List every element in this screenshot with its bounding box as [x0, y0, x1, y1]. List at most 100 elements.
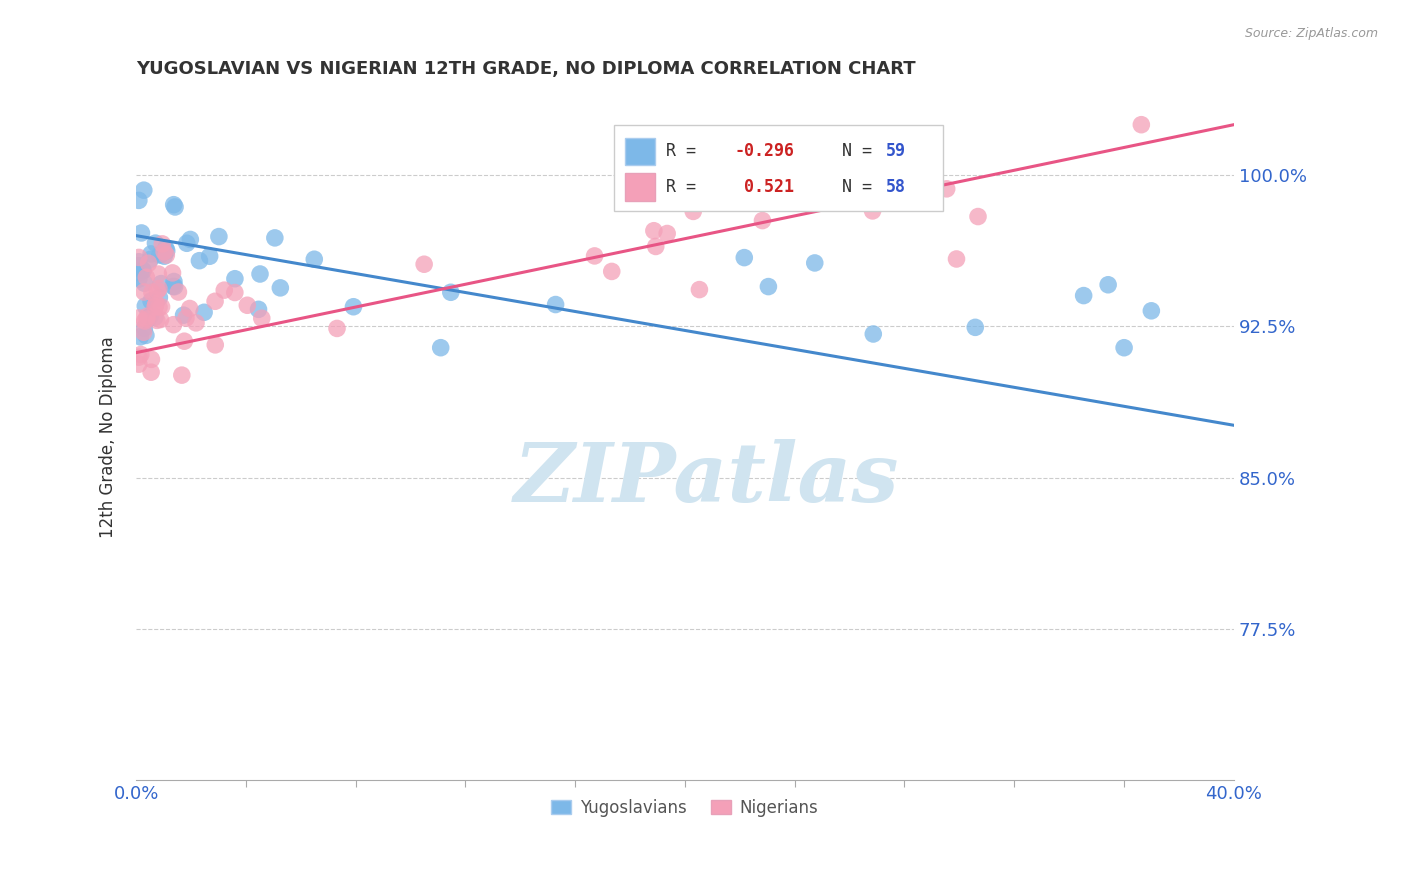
- Point: [153, 244, 176, 259]
- Point: [688, 283, 710, 297]
- Point: [163, 197, 186, 211]
- Point: [600, 264, 623, 278]
- Point: [163, 279, 186, 293]
- Point: [263, 231, 285, 245]
- Point: [128, 350, 150, 364]
- Point: [413, 257, 436, 271]
- Point: [643, 224, 665, 238]
- Point: [132, 285, 155, 299]
- Point: [135, 270, 157, 285]
- Point: [657, 227, 679, 241]
- Point: [429, 341, 451, 355]
- Point: [758, 279, 780, 293]
- Point: [135, 328, 157, 343]
- Point: [131, 226, 153, 240]
- Point: [141, 285, 163, 300]
- Point: [269, 281, 291, 295]
- Text: N =: N =: [823, 178, 882, 196]
- Point: [176, 236, 198, 251]
- Text: YUGOSLAVIAN VS NIGERIAN 12TH GRADE, NO DIPLOMA CORRELATION CHART: YUGOSLAVIAN VS NIGERIAN 12TH GRADE, NO D…: [136, 60, 915, 78]
- Point: [167, 285, 190, 299]
- Point: [440, 285, 463, 300]
- Point: [1140, 303, 1163, 318]
- Point: [174, 311, 197, 326]
- Point: [682, 204, 704, 219]
- Point: [644, 239, 666, 253]
- Point: [583, 249, 606, 263]
- Point: [1114, 341, 1136, 355]
- Point: [139, 247, 162, 261]
- Text: ZIPatlas: ZIPatlas: [515, 439, 900, 518]
- Point: [212, 283, 235, 297]
- Point: [146, 284, 169, 298]
- Point: [170, 368, 193, 383]
- Point: [250, 311, 273, 326]
- Point: [141, 352, 163, 367]
- Point: [139, 252, 162, 267]
- Point: [153, 249, 176, 263]
- Point: [135, 312, 157, 326]
- Point: [156, 244, 179, 258]
- Point: [173, 308, 195, 322]
- FancyBboxPatch shape: [613, 125, 943, 211]
- Text: Source: ZipAtlas.com: Source: ZipAtlas.com: [1244, 27, 1378, 40]
- Point: [342, 300, 364, 314]
- Point: [544, 297, 567, 311]
- Point: [1130, 118, 1153, 132]
- Point: [803, 256, 825, 270]
- Point: [165, 200, 187, 214]
- Point: [132, 263, 155, 277]
- Point: [326, 321, 349, 335]
- Point: [128, 259, 150, 273]
- Point: [945, 252, 967, 266]
- Point: [247, 302, 270, 317]
- Point: [134, 314, 156, 328]
- Text: R =: R =: [666, 178, 706, 196]
- Point: [173, 334, 195, 349]
- Point: [139, 310, 162, 324]
- Text: 58: 58: [886, 178, 905, 196]
- Point: [146, 313, 169, 327]
- Point: [249, 267, 271, 281]
- Point: [148, 267, 170, 281]
- Point: [652, 175, 675, 189]
- Point: [155, 242, 177, 256]
- Point: [155, 248, 177, 262]
- Text: N =: N =: [823, 143, 882, 161]
- Text: R =: R =: [666, 143, 706, 161]
- Point: [204, 294, 226, 309]
- Point: [179, 232, 201, 246]
- Point: [148, 282, 170, 296]
- Point: [224, 285, 246, 300]
- Point: [129, 347, 152, 361]
- Point: [132, 263, 155, 277]
- Point: [198, 249, 221, 263]
- Point: [145, 236, 167, 251]
- Point: [132, 183, 155, 197]
- Point: [184, 316, 207, 330]
- Text: 0.521: 0.521: [734, 178, 794, 196]
- Point: [733, 251, 755, 265]
- Point: [162, 318, 184, 332]
- Point: [128, 254, 150, 268]
- Point: [148, 291, 170, 305]
- Legend: Yugoslavians, Nigerians: Yugoslavians, Nigerians: [544, 792, 825, 823]
- Point: [150, 236, 173, 251]
- Y-axis label: 12th Grade, No Diploma: 12th Grade, No Diploma: [100, 336, 117, 538]
- Point: [188, 253, 211, 268]
- Point: [162, 279, 184, 293]
- Point: [884, 186, 907, 201]
- Point: [134, 321, 156, 335]
- Point: [862, 326, 884, 341]
- Point: [1073, 288, 1095, 302]
- Point: [224, 271, 246, 285]
- Text: 59: 59: [886, 143, 905, 161]
- Point: [163, 275, 186, 289]
- Bar: [624, 173, 655, 201]
- Bar: [624, 137, 655, 165]
- Point: [149, 312, 172, 326]
- Point: [304, 252, 326, 267]
- Point: [862, 203, 884, 218]
- Point: [132, 325, 155, 339]
- Point: [208, 229, 231, 244]
